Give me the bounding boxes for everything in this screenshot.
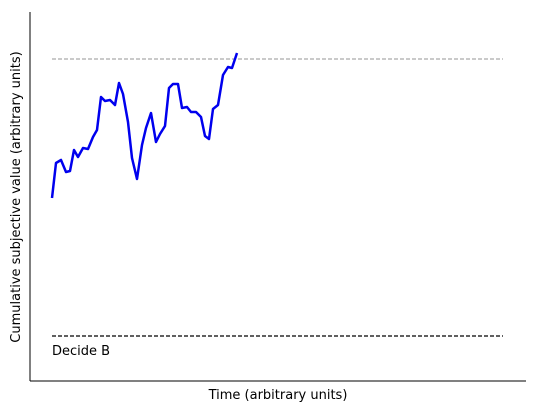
- x-axis-label: Time (arbitrary units): [208, 388, 348, 403]
- y-axis-label: Cumulative subjective value (arbitrary u…: [9, 51, 24, 342]
- threshold-label: Decide B: [52, 344, 110, 359]
- data-line: [50, 52, 239, 199]
